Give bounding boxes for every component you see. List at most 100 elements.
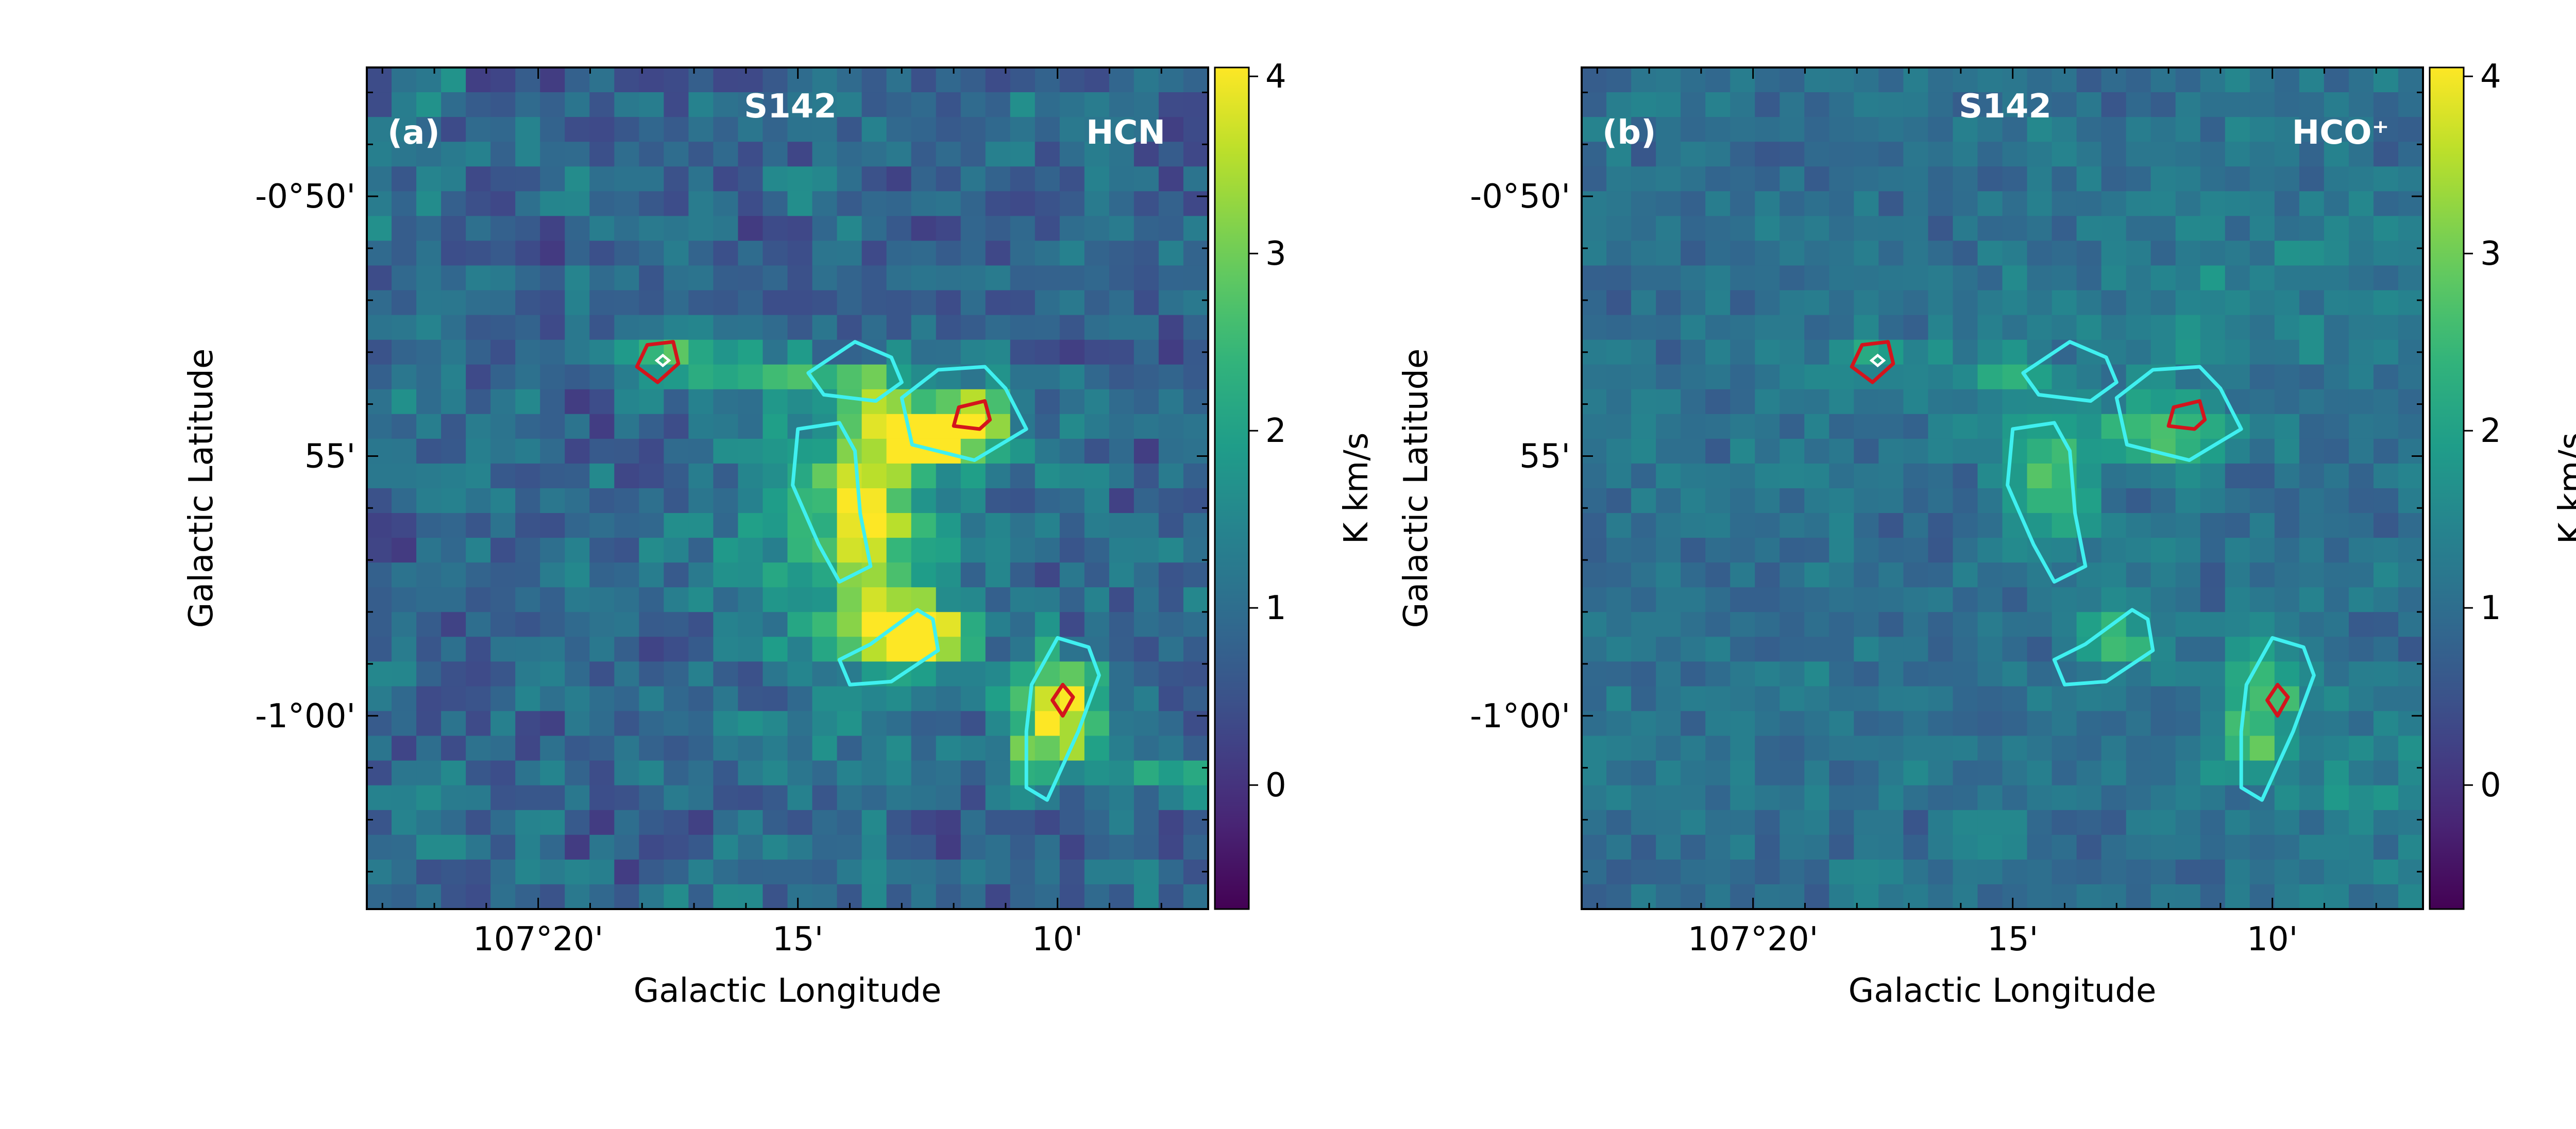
heatmap-cell xyxy=(787,884,813,910)
heatmap-cell xyxy=(1977,290,2003,316)
heatmap-cell xyxy=(1035,884,1060,910)
heatmap-cell xyxy=(441,612,466,638)
heatmap-cell xyxy=(1780,364,1805,390)
heatmap-cell xyxy=(886,92,912,117)
heatmap-cell xyxy=(911,241,937,266)
heatmap-cell xyxy=(1035,414,1060,439)
heatmap-cell xyxy=(664,810,689,835)
heatmap-cell xyxy=(1755,117,1781,142)
heatmap-cell xyxy=(2398,711,2424,737)
heatmap-cell xyxy=(1705,538,1731,563)
heatmap-cell xyxy=(2101,142,2127,167)
heatmap-cell xyxy=(2002,785,2028,811)
heatmap-cell xyxy=(762,216,788,242)
heatmap-cell xyxy=(515,686,541,712)
heatmap-cell xyxy=(713,562,739,588)
heatmap-cell xyxy=(1705,117,1731,142)
heatmap-cell xyxy=(466,538,491,563)
heatmap-cell xyxy=(1656,637,1681,662)
heatmap-cell xyxy=(589,513,615,538)
heatmap-cell xyxy=(1631,637,1656,662)
heatmap-cell xyxy=(2052,711,2077,737)
heatmap-cell xyxy=(1780,389,1805,415)
heatmap-cell xyxy=(2126,290,2151,316)
heatmap-cell xyxy=(2249,810,2275,835)
heatmap-cell xyxy=(639,513,665,538)
heatmap-cell xyxy=(985,315,1011,340)
heatmap-cell xyxy=(416,661,442,687)
heatmap-cell xyxy=(540,661,566,687)
heatmap-cell xyxy=(614,315,640,340)
heatmap-cell xyxy=(1681,686,1706,712)
heatmap-cell xyxy=(936,637,961,662)
heatmap-cell xyxy=(466,339,491,365)
heatmap-cell xyxy=(490,191,516,217)
heatmap-cell xyxy=(490,290,516,316)
heatmap-cell xyxy=(589,810,615,835)
heatmap-cell xyxy=(392,339,417,365)
heatmap-cell xyxy=(367,389,392,415)
heatmap-cell xyxy=(1829,859,1855,885)
heatmap-cell xyxy=(1780,166,1805,192)
heatmap-cell xyxy=(416,191,442,217)
heatmap-cell xyxy=(2150,612,2176,638)
heatmap-cell xyxy=(441,463,466,489)
heatmap-cell xyxy=(1928,117,1954,142)
heatmap-cell xyxy=(1183,290,1209,316)
heatmap-cell xyxy=(2373,637,2399,662)
heatmap-cell xyxy=(515,834,541,860)
heatmap-cell xyxy=(1854,216,1879,242)
heatmap-cell xyxy=(2101,241,2127,266)
heatmap-cell xyxy=(713,612,739,638)
heatmap-cell xyxy=(688,760,714,786)
heatmap-cell xyxy=(985,166,1011,192)
heatmap-cell xyxy=(2373,785,2399,811)
heatmap-cell xyxy=(2175,538,2201,563)
heatmap-cell xyxy=(1878,166,1904,192)
heatmap-cell xyxy=(515,785,541,811)
heatmap-cell xyxy=(886,67,912,93)
heatmap-cell xyxy=(664,414,689,439)
heatmap-cell xyxy=(1582,488,1607,514)
heatmap-cell xyxy=(960,637,986,662)
heatmap-cell xyxy=(367,438,392,464)
heatmap-cell xyxy=(911,389,937,415)
heatmap-cell xyxy=(1903,711,1929,737)
heatmap-cell xyxy=(936,488,961,514)
heatmap-cell xyxy=(490,810,516,835)
heatmap-cell xyxy=(762,562,788,588)
heatmap-cell xyxy=(392,117,417,142)
heatmap-cell xyxy=(1582,735,1607,761)
heatmap-cell xyxy=(1631,339,1656,365)
heatmap-cell xyxy=(713,513,739,538)
heatmap-cell xyxy=(738,339,764,365)
heatmap-cell xyxy=(738,810,764,835)
heatmap-cell xyxy=(1010,216,1036,242)
heatmap-cell xyxy=(762,884,788,910)
heatmap-cell xyxy=(2398,67,2424,93)
heatmap-cell xyxy=(2052,587,2077,613)
heatmap-cell xyxy=(515,859,541,885)
heatmap-cell xyxy=(1755,587,1781,613)
heatmap-cell xyxy=(936,711,961,737)
heatmap-cell xyxy=(1829,117,1855,142)
heatmap-cell xyxy=(1755,661,1781,687)
heatmap-cell xyxy=(540,92,566,117)
heatmap-cell xyxy=(812,216,838,242)
heatmap-cell xyxy=(1780,612,1805,638)
heatmap-cell xyxy=(713,216,739,242)
heatmap-cell xyxy=(639,587,665,613)
heatmap-cell xyxy=(1854,637,1879,662)
heatmap-cell xyxy=(688,884,714,910)
heatmap-cell xyxy=(466,315,491,340)
heatmap-cell xyxy=(1755,834,1781,860)
heatmap-cell xyxy=(416,414,442,439)
heatmap-cell xyxy=(1109,117,1134,142)
heatmap-cell xyxy=(1133,785,1159,811)
heatmap-cell xyxy=(1878,265,1904,291)
heatmap-cell xyxy=(1059,810,1085,835)
heatmap-cell xyxy=(1631,686,1656,712)
heatmap-cell xyxy=(2225,637,2250,662)
heatmap-cell xyxy=(1705,290,1731,316)
heatmap-cell xyxy=(1755,241,1781,266)
